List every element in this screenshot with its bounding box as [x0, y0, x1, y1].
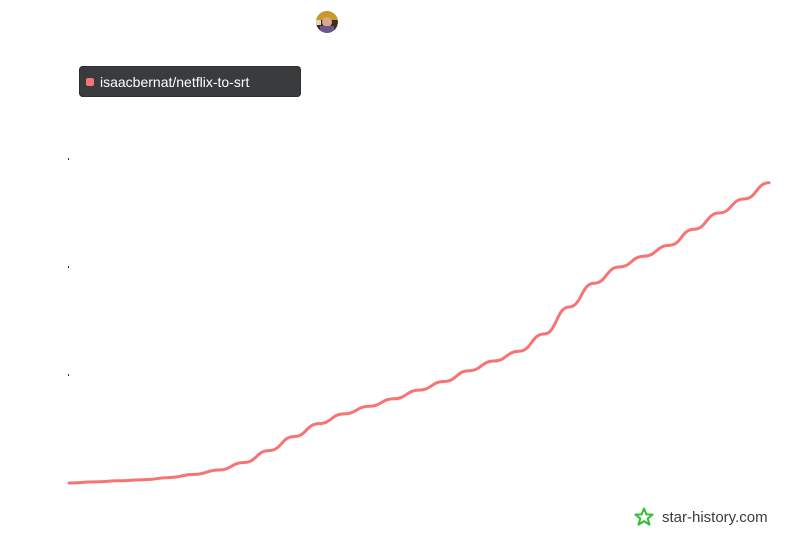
series-line[interactable]: [67, 181, 771, 485]
legend-label: isaacbernat/netflix-to-srt: [100, 73, 250, 90]
watermark-text: star-history.com: [662, 508, 768, 526]
avatar-icon[interactable]: [316, 11, 338, 33]
legend: isaacbernat/netflix-to-srt: [79, 66, 301, 97]
legend-swatch: [86, 77, 94, 86]
watermark[interactable]: star-history.com: [634, 506, 768, 528]
series-layer: [67, 181, 771, 485]
y-axis: [68, 158, 69, 376]
star-icon: [634, 507, 654, 526]
